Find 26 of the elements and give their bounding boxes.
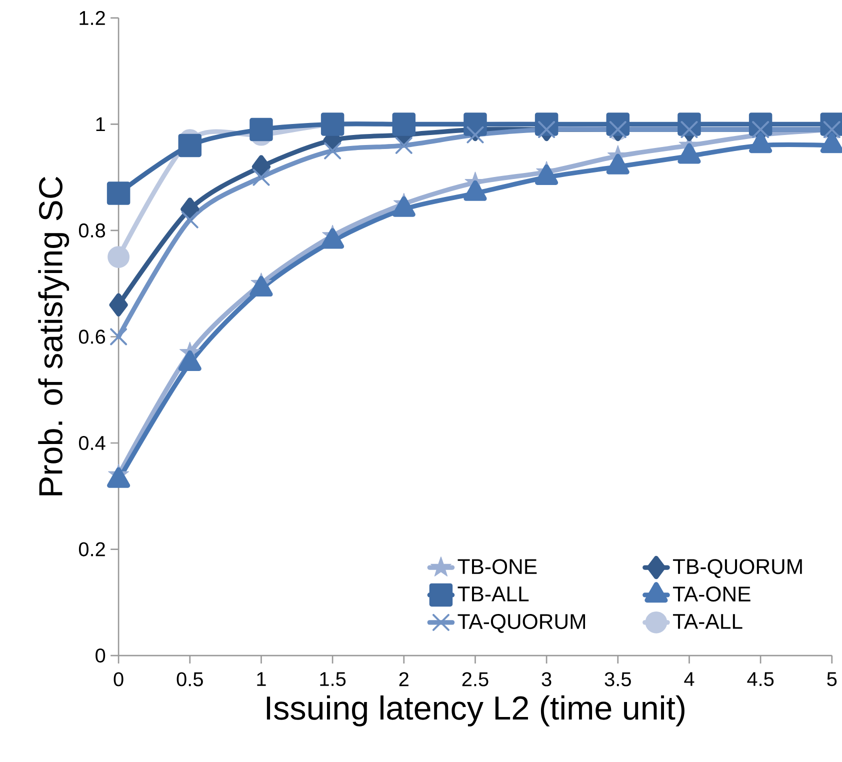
x-tick-label: 3	[542, 672, 552, 686]
x-tick-label: 4.5	[747, 672, 774, 686]
y-tick-label: 0.8	[78, 223, 106, 238]
legend-label: TA-ALL	[673, 614, 742, 629]
y-tick-label: 1	[96, 117, 105, 131]
x-tick-label: 1	[257, 672, 266, 686]
x-tick-label: 1.5	[320, 672, 346, 686]
x-tick-label: 0	[114, 672, 124, 686]
x-tick-label: 2	[399, 672, 408, 686]
x-axis-title: Issuing latency L2 (time unit)	[266, 695, 684, 726]
y-tick-label: 0.2	[78, 542, 105, 556]
x-tick-label: 2.5	[462, 672, 488, 686]
x-tick-label: 4	[684, 672, 694, 686]
y-tick-label: 0	[96, 648, 106, 663]
legend-label: TB-ONE	[458, 559, 537, 574]
x-tick-label: 0.5	[176, 672, 203, 686]
y-tick-label: 1.2	[80, 10, 105, 25]
y-tick-label: 0.6	[78, 330, 106, 344]
legend-label: TB-QUORUM	[673, 559, 802, 578]
x-tick-label: 3.5	[604, 672, 631, 686]
y-tick-label: 0.4	[78, 436, 106, 450]
x-tick-label: 5	[827, 672, 837, 686]
legend-label: TA-QUORUM	[458, 614, 586, 633]
legend-label: TB-ALL	[458, 586, 529, 602]
y-axis-title: Prob. of satisfying SC	[38, 176, 70, 496]
legend-label: TA-ONE	[673, 586, 750, 602]
